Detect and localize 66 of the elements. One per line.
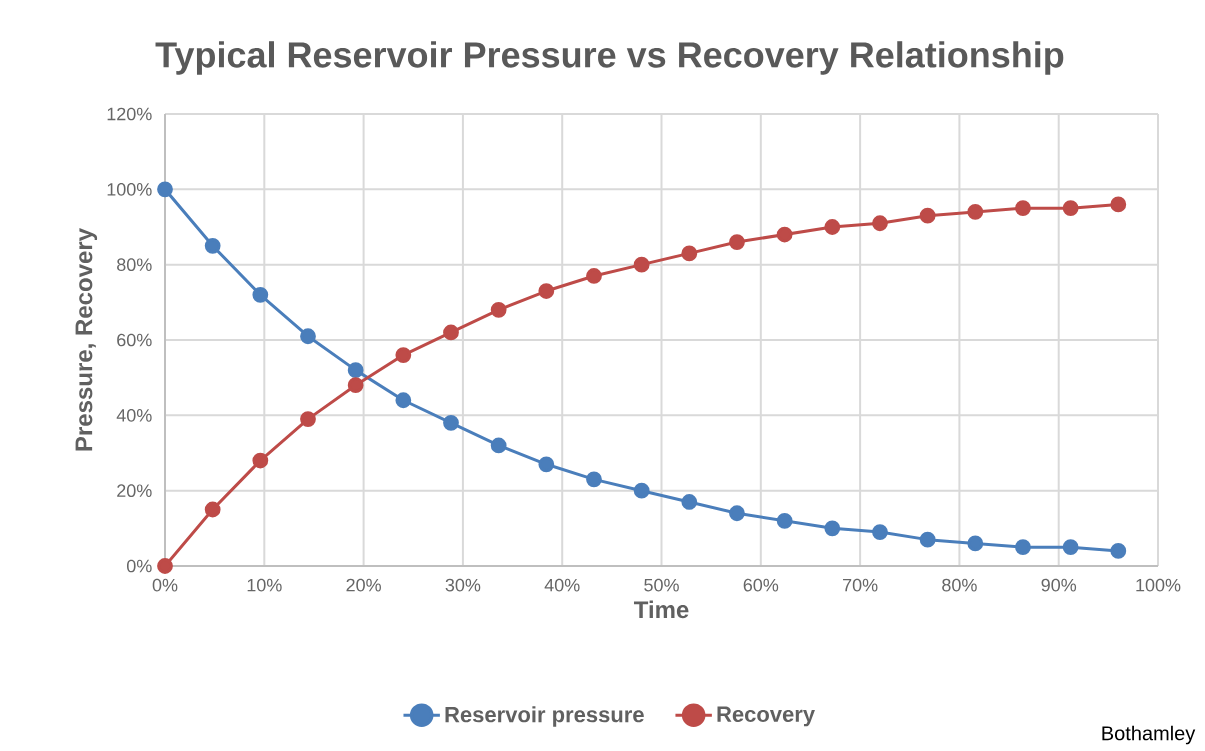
point — [776, 226, 793, 243]
x-tick-label: 80% — [942, 578, 977, 592]
text: Bothamley — [1102, 725, 1196, 745]
point — [681, 494, 698, 510]
x-tick-label: 90% — [1041, 578, 1077, 592]
x-tick-label: 100% — [1136, 578, 1181, 592]
y-tick-label: 40% — [116, 408, 152, 422]
x-tick-label: 10% — [247, 578, 282, 592]
point — [443, 414, 459, 431]
x-tick-label: 30% — [445, 578, 481, 592]
point — [204, 237, 221, 254]
y-tick-label: 60% — [117, 333, 152, 347]
y-tick-label: 120% — [107, 107, 152, 121]
chart-title: Typical Reservoir Pressure vs Recovery Relationship — [155, 41, 1064, 75]
point — [919, 531, 936, 548]
point — [157, 181, 173, 198]
point — [967, 204, 984, 220]
y-tick-label: 0% — [126, 559, 152, 573]
point — [300, 411, 316, 427]
point — [490, 437, 507, 454]
x-tick-label: 60% — [743, 578, 779, 592]
point — [347, 362, 364, 379]
point — [1062, 539, 1079, 556]
point — [204, 501, 221, 518]
point — [729, 505, 745, 522]
point — [824, 219, 841, 235]
x-tick-label: 0% — [152, 578, 178, 592]
point — [586, 471, 602, 488]
point — [776, 512, 793, 529]
point — [729, 234, 745, 250]
y-tick-label: 80% — [117, 258, 152, 272]
point — [872, 215, 888, 232]
point — [1062, 200, 1079, 217]
point — [967, 535, 984, 552]
point — [395, 347, 412, 363]
point — [1015, 539, 1031, 556]
point — [1110, 543, 1127, 559]
x-axis-title: Time — [633, 600, 689, 619]
point — [443, 324, 459, 341]
point — [872, 524, 888, 540]
point — [252, 286, 269, 303]
legend-label: Recovery — [717, 706, 815, 727]
legend-label: Reservoir pressure — [445, 706, 644, 727]
y-tick-label: 20% — [117, 484, 152, 498]
y-axis-title: Pressure, Recovery — [75, 228, 98, 451]
point — [633, 482, 650, 499]
point — [395, 392, 412, 409]
point — [1015, 200, 1031, 217]
point — [300, 328, 316, 345]
point — [538, 283, 555, 299]
x-tick-label: 40% — [544, 578, 580, 592]
x-tick-label: 70% — [843, 578, 878, 592]
y-tick-label: 100% — [107, 182, 152, 196]
point — [157, 558, 173, 574]
point — [490, 301, 507, 318]
point — [586, 268, 602, 284]
point — [633, 256, 650, 273]
point — [538, 456, 555, 473]
point — [347, 377, 364, 394]
point — [824, 520, 841, 537]
x-tick-label: 50% — [644, 578, 679, 592]
x-tick-label: 20% — [346, 578, 381, 592]
point — [1110, 196, 1127, 213]
point — [681, 245, 698, 262]
point — [252, 452, 269, 469]
point — [919, 207, 936, 224]
